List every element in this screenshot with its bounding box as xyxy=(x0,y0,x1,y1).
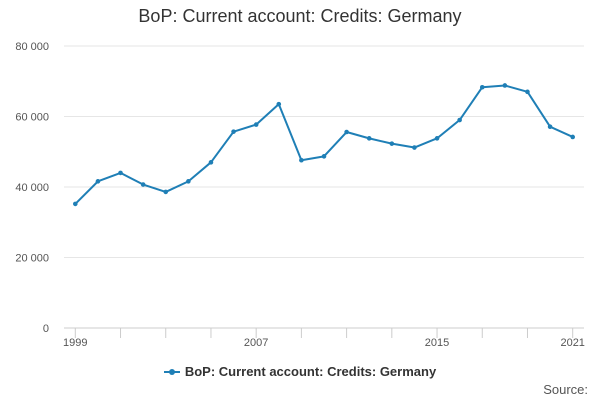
data-point[interactable] xyxy=(344,129,349,135)
data-point[interactable] xyxy=(276,101,282,107)
data-point[interactable] xyxy=(389,141,395,146)
legend[interactable]: BoP: Current account: Credits: Germany xyxy=(0,364,600,379)
data-point[interactable] xyxy=(163,189,169,195)
data-point[interactable] xyxy=(73,201,78,207)
x-tick-label: 2007 xyxy=(244,337,268,349)
y-tick-label: 20 000 xyxy=(15,253,49,265)
source-label: Source: xyxy=(543,382,588,397)
data-point[interactable] xyxy=(299,157,304,163)
data-point[interactable] xyxy=(186,179,191,184)
legend-marker-icon xyxy=(168,368,175,375)
data-point[interactable] xyxy=(231,129,236,134)
series-line-group xyxy=(73,83,575,207)
x-tick-label: 1999 xyxy=(63,337,87,349)
data-point[interactable] xyxy=(570,134,575,140)
x-tick-label: 2015 xyxy=(425,337,449,349)
data-point[interactable] xyxy=(525,89,530,95)
data-point[interactable] xyxy=(457,117,462,123)
data-point[interactable] xyxy=(366,136,372,141)
y-tick-label: 0 xyxy=(43,323,49,335)
data-point[interactable] xyxy=(502,83,508,88)
data-point[interactable] xyxy=(208,160,214,165)
legend-label: BoP: Current account: Credits: Germany xyxy=(184,364,437,379)
y-tick-label: 80 000 xyxy=(15,41,49,53)
data-point[interactable] xyxy=(321,154,327,159)
y-tick-label: 60 000 xyxy=(15,112,49,124)
axes xyxy=(64,327,584,338)
data-point[interactable] xyxy=(118,170,123,176)
y-tick-label: 40 000 xyxy=(15,182,49,194)
data-point[interactable] xyxy=(479,84,485,90)
data-point[interactable] xyxy=(140,182,146,187)
chart-title: BoP: Current account: Credits: Germany xyxy=(138,6,462,26)
data-point[interactable] xyxy=(547,124,553,130)
data-point[interactable] xyxy=(434,136,440,141)
x-tick-label: 2021 xyxy=(560,337,584,349)
x-axis-tick-labels: 1999 2007 2015 2021 xyxy=(63,337,585,349)
legend-swatch-icon xyxy=(163,368,180,375)
data-point[interactable] xyxy=(412,145,417,150)
data-point[interactable] xyxy=(253,122,259,127)
series-line xyxy=(74,84,574,205)
y-axis-tick-labels: 0 20 000 40 000 60 000 80 000 xyxy=(15,41,49,335)
gridlines xyxy=(64,45,584,258)
data-point[interactable] xyxy=(95,179,101,184)
